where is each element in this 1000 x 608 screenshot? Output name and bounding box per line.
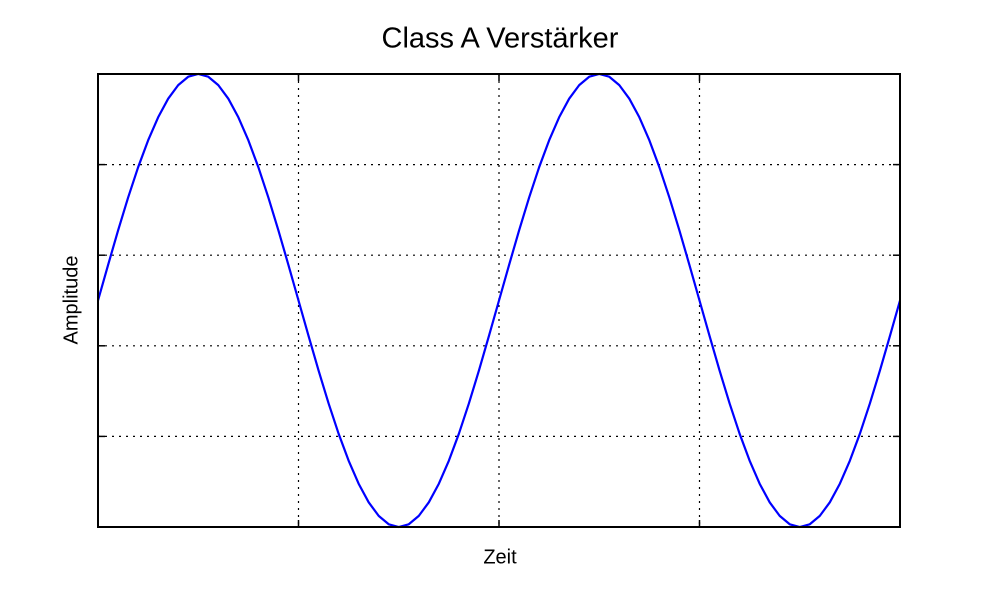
plot-frame xyxy=(97,73,901,528)
y-axis-label: Amplitude xyxy=(60,256,82,345)
line-series xyxy=(96,72,902,529)
x-axis-label: Zeit xyxy=(483,546,517,568)
chart-title: Class A Verstärker xyxy=(382,23,619,55)
